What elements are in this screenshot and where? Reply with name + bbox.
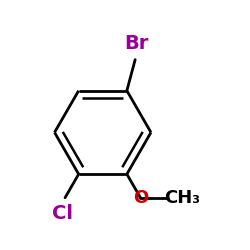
Text: CH₃: CH₃	[164, 189, 200, 207]
Text: O: O	[133, 189, 148, 207]
Text: Cl: Cl	[52, 204, 73, 223]
Text: Br: Br	[124, 34, 148, 54]
